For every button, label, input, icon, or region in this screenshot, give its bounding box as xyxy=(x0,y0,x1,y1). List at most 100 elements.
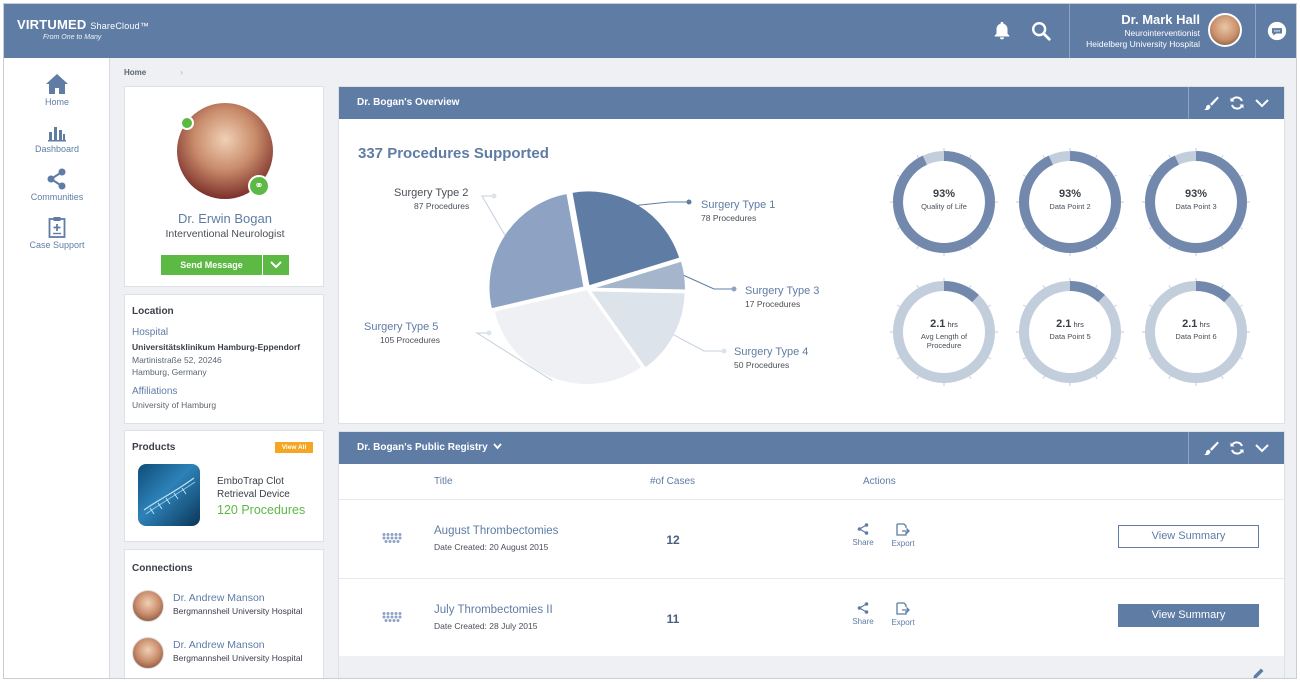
gauge-tick xyxy=(1221,284,1224,289)
gauge-label: Data Point 5 xyxy=(1049,332,1091,341)
chevron-down-icon[interactable] xyxy=(1254,95,1270,111)
nav-label-dashboard: Dashboard xyxy=(34,144,80,154)
gauge-fill xyxy=(893,151,995,253)
gauge-tick xyxy=(969,245,972,250)
pie-slice[interactable] xyxy=(492,287,645,386)
gauge-tick xyxy=(1239,357,1244,360)
gauge-tick xyxy=(1168,375,1171,380)
overview-title: Dr. Bogan's Overview xyxy=(357,97,460,108)
procedures-title: 337 Procedures Supported xyxy=(358,145,549,162)
pie-leader-dot xyxy=(721,348,727,354)
brand-logo[interactable]: VIRTUMED ShareCloud™ From One to Many xyxy=(17,17,149,41)
hospital-label[interactable]: Hospital xyxy=(132,327,169,338)
drag-handle-icon[interactable] xyxy=(381,532,403,544)
chat-icon[interactable] xyxy=(1267,21,1287,41)
nav-item-home[interactable]: Home xyxy=(4,73,110,107)
pie-label-sub: 87 Procedures xyxy=(414,201,470,211)
hospital-name: Universitätsklinikum Hamburg-Eppendorf xyxy=(132,342,301,352)
location-heading: Location xyxy=(132,306,174,317)
pencil-icon[interactable] xyxy=(1251,667,1265,679)
user-avatar[interactable] xyxy=(1208,13,1242,47)
pie-slice[interactable] xyxy=(589,259,687,292)
brush-icon[interactable] xyxy=(1203,95,1219,111)
nav-item-communities[interactable]: Communities xyxy=(4,168,110,202)
gauge-tick xyxy=(1168,245,1171,250)
gauge-value: 2.1 hrs xyxy=(1182,318,1210,330)
column-cases[interactable]: #of Cases xyxy=(650,476,696,487)
connection-avatar[interactable] xyxy=(132,590,164,622)
nav-item-dashboard[interactable]: Dashboard xyxy=(4,124,110,154)
gauge-tick xyxy=(1042,245,1045,250)
export-icon xyxy=(896,523,910,536)
pie-leader-line xyxy=(475,332,553,382)
connections-heading: Connections xyxy=(132,563,193,574)
gauge-tick xyxy=(1095,245,1098,250)
gauge-tick xyxy=(1168,284,1171,289)
send-message-button[interactable]: Send Message xyxy=(161,255,262,275)
view-summary-button[interactable]: View Summary xyxy=(1118,604,1259,627)
export-icon xyxy=(896,602,910,615)
brand-name: VIRTUMED xyxy=(17,17,87,32)
share-button[interactable]: Share xyxy=(848,523,878,547)
pie-label-sub: 17 Procedures xyxy=(745,299,801,309)
registry-panel: Dr. Bogan's Public Registry Title #of Ca… xyxy=(338,431,1285,679)
gauge-fill xyxy=(1145,151,1247,253)
share-icon xyxy=(857,602,869,614)
chevron-down-icon[interactable] xyxy=(1254,440,1270,456)
gauge-value: 93% xyxy=(932,188,956,200)
gauge-value: 2.1 hrs xyxy=(1056,318,1084,330)
export-button[interactable]: Export xyxy=(888,602,918,627)
gauge-tick xyxy=(896,304,901,307)
gauge-tick xyxy=(1168,154,1171,159)
table-row: August Thrombectomies Date Created: 20 A… xyxy=(339,499,1284,577)
clot-retrieval-device-image xyxy=(143,477,196,515)
share-button[interactable]: Share xyxy=(848,602,878,626)
link-icon[interactable]: ⚭ xyxy=(248,175,270,197)
refresh-icon[interactable] xyxy=(1229,440,1245,456)
brush-icon[interactable] xyxy=(1203,440,1219,456)
gauge-tick xyxy=(969,154,972,159)
gauge-value: 93% xyxy=(1058,188,1082,200)
gauge-avg-length: 2.1 hrs Avg Length of Procedure xyxy=(890,278,998,386)
connection-name[interactable]: Dr. Andrew Manson xyxy=(173,639,265,651)
breadcrumb-home[interactable]: Home xyxy=(124,68,147,77)
pie-label-name: Surgery Type 5 xyxy=(364,321,439,333)
chevron-down-icon xyxy=(492,443,502,450)
column-title[interactable]: Title xyxy=(434,476,453,487)
bell-icon[interactable] xyxy=(991,20,1013,42)
pie-leader-dot xyxy=(731,286,737,292)
affiliations-label[interactable]: Affiliations xyxy=(132,386,178,397)
view-all-button[interactable]: View All xyxy=(275,442,313,453)
product-name[interactable]: EmboTrap Clot Retrieval Device xyxy=(217,476,290,500)
gauge-data-point-2: 93% Data Point 2 xyxy=(1016,148,1124,256)
gauge-data-point-3: 93% Data Point 3 xyxy=(1142,148,1250,256)
gauge-tick xyxy=(1022,174,1027,177)
product-image[interactable] xyxy=(138,464,200,526)
gauge-tick xyxy=(1095,284,1098,289)
pie-leader-line xyxy=(683,275,734,290)
user-menu[interactable]: Dr. Mark Hall Neurointerventionist Heide… xyxy=(1069,4,1254,58)
table-row: July Thrombectomies II Date Created: 28 … xyxy=(339,578,1284,656)
gauge-tick xyxy=(1221,154,1224,159)
gauge-tick xyxy=(1042,154,1045,159)
connection-name[interactable]: Dr. Andrew Manson xyxy=(173,592,265,604)
drag-handle-icon[interactable] xyxy=(381,611,403,623)
export-button[interactable]: Export xyxy=(888,523,918,548)
nav-item-case-support[interactable]: Case Support xyxy=(4,216,110,250)
pie-label-sub: 50 Procedures xyxy=(734,360,790,370)
gauge-tick xyxy=(916,245,919,250)
pie-slice[interactable] xyxy=(570,189,682,288)
send-message-dropdown[interactable] xyxy=(263,255,289,275)
registry-item-title[interactable]: July Thrombectomies II xyxy=(434,604,553,616)
gauge-tick xyxy=(987,174,992,177)
view-summary-button[interactable]: View Summary xyxy=(1118,525,1259,548)
registry-item-title[interactable]: August Thrombectomies xyxy=(434,525,559,537)
pie-slice[interactable] xyxy=(487,191,586,311)
refresh-icon[interactable] xyxy=(1229,95,1245,111)
column-actions: Actions xyxy=(863,476,896,487)
gauge-label: Data Point 6 xyxy=(1175,332,1217,341)
user-name: Dr. Mark Hall xyxy=(1121,12,1200,27)
connection-avatar[interactable] xyxy=(132,637,164,669)
search-icon[interactable] xyxy=(1030,20,1052,42)
registry-title[interactable]: Dr. Bogan's Public Registry xyxy=(357,442,502,453)
